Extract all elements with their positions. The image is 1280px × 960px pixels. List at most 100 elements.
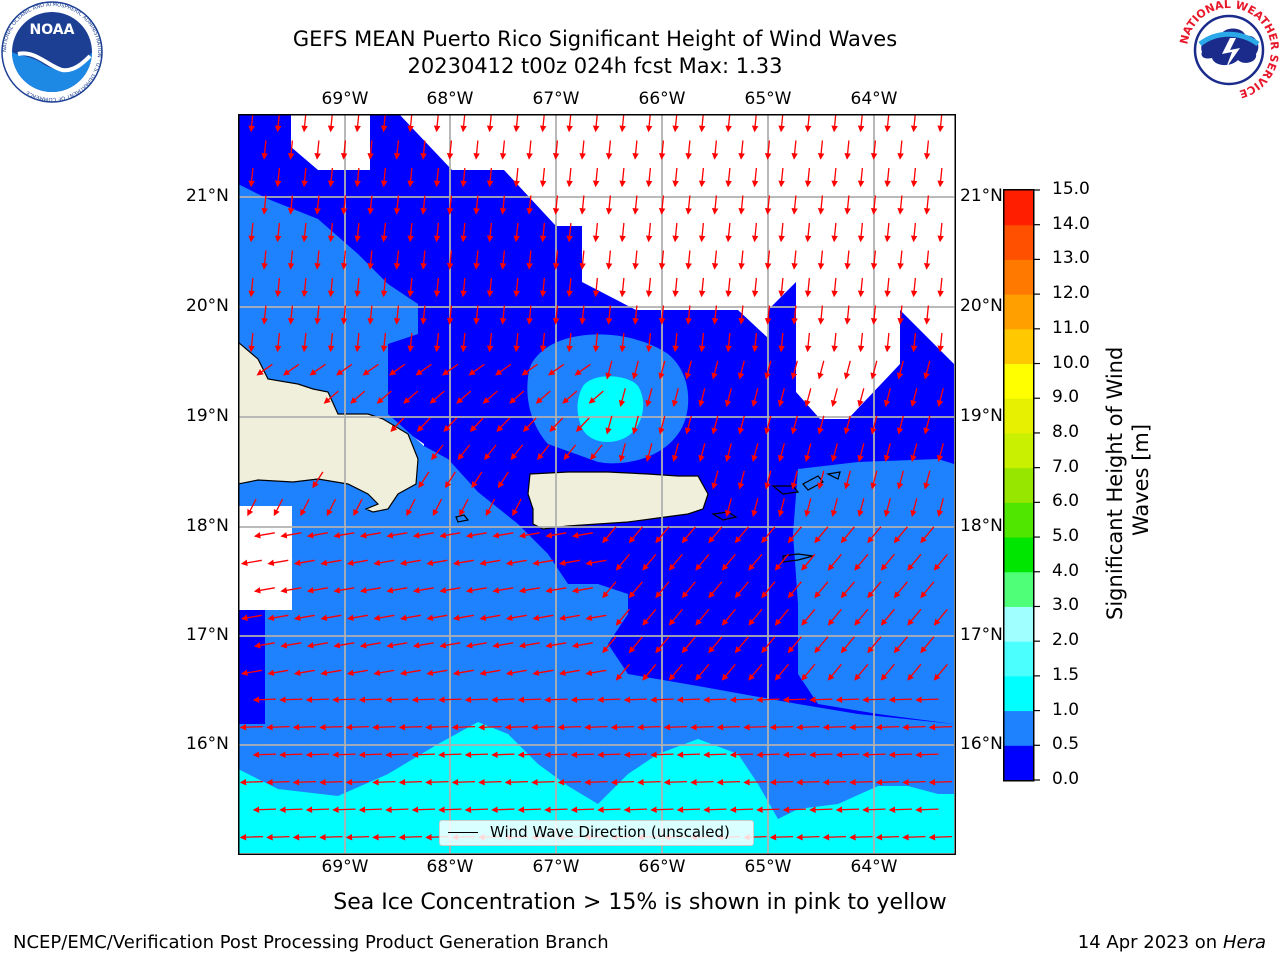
wind-arrow	[910, 115, 918, 133]
wind-arrow	[247, 498, 257, 517]
wind-arrow	[403, 390, 419, 404]
wind-arrow	[645, 222, 653, 243]
wind-arrow	[658, 140, 666, 160]
wind-arrow	[333, 587, 355, 594]
wind-arrow	[764, 305, 772, 325]
wind-arrow	[884, 167, 891, 188]
wind-arrow	[817, 250, 825, 270]
wind-arrow	[857, 443, 865, 462]
wind-arrow	[301, 167, 308, 188]
wind-arrow	[460, 332, 467, 353]
wind-arrow	[273, 498, 284, 517]
wind-arrow	[479, 559, 501, 567]
wind-arrow	[631, 415, 639, 435]
wind-arrow	[835, 696, 860, 703]
wind-arrow	[729, 696, 754, 703]
wind-arrow	[544, 806, 568, 813]
wind-arrow	[725, 167, 732, 188]
lat-label-right: 18°N	[960, 516, 1003, 536]
wind-arrow	[658, 250, 666, 270]
wind-arrow	[756, 696, 780, 703]
wind-arrow	[267, 614, 289, 622]
colorbar-band	[1004, 606, 1034, 642]
wind-arrow	[923, 305, 931, 325]
wind-arrow	[517, 806, 542, 813]
wind-arrow	[777, 443, 785, 462]
colorbar-tick-label: 12.0	[1052, 283, 1090, 304]
wind-arrow	[724, 388, 732, 407]
wind-arrow	[774, 608, 789, 626]
wind-arrow	[867, 526, 882, 544]
wind-arrow	[274, 332, 282, 353]
wind-arrow	[314, 140, 321, 160]
wind-arrow	[359, 642, 381, 649]
wind-arrow	[253, 642, 275, 649]
wind-arrow	[386, 642, 408, 649]
wind-arrow	[831, 222, 838, 243]
wind-arrow	[358, 696, 383, 703]
wind-arrow	[373, 559, 395, 567]
wind-arrow	[761, 581, 776, 599]
colorbar-tick-label: 2.0	[1052, 630, 1080, 651]
wind-arrow	[862, 806, 886, 813]
wind-arrow	[615, 553, 630, 571]
wind-arrow	[420, 195, 427, 215]
colorbar-band	[1004, 641, 1034, 677]
wind-arrow	[637, 778, 661, 786]
wind-arrow	[778, 222, 785, 243]
wind-arrow	[721, 663, 736, 681]
wind-arrow	[632, 140, 639, 160]
wind-arrow	[920, 581, 935, 599]
wind-arrow	[468, 363, 485, 376]
wind-arrow	[386, 532, 408, 539]
wind-arrow	[849, 723, 873, 731]
wave-band-1.0-1.5	[239, 722, 954, 853]
wind-arrow	[575, 417, 590, 432]
wind-arrow	[248, 277, 255, 298]
wind-arrow	[521, 363, 538, 376]
colorbar-band	[1004, 710, 1034, 746]
wind-arrow	[358, 751, 383, 758]
wind-arrow	[552, 195, 560, 215]
wind-arrow	[346, 559, 368, 567]
wind-arrow	[843, 415, 851, 435]
hispaniola-land	[239, 342, 419, 513]
wind-arrow	[743, 778, 767, 786]
wind-arrow	[280, 587, 302, 594]
wind-arrow	[615, 608, 630, 626]
map-legend: Wind Wave Direction (unscaled)	[439, 820, 754, 846]
wind-arrow	[840, 636, 855, 654]
wind-arrow	[398, 723, 423, 731]
wind-arrow	[910, 277, 918, 298]
wind-arrow	[880, 553, 895, 571]
wind-arrow	[566, 222, 573, 243]
wind-arrow	[716, 778, 741, 786]
wind-arrow	[817, 195, 825, 215]
wind-arrow	[513, 222, 520, 243]
wind-arrow	[897, 305, 904, 325]
wind-arrow	[738, 305, 745, 325]
wind-arrow	[756, 806, 780, 813]
wind-arrow	[354, 115, 361, 133]
wind-arrow	[937, 277, 944, 298]
wind-arrow	[896, 415, 904, 435]
wind-arrow	[748, 663, 763, 681]
wind-arrow	[724, 498, 732, 517]
wind-arrow	[756, 751, 780, 758]
wind-arrow	[857, 498, 865, 517]
wind-arrow	[619, 167, 626, 188]
wind-arrow	[279, 806, 303, 813]
wind-arrow	[571, 532, 593, 539]
wind-arrow	[570, 806, 595, 813]
wind-arrow	[790, 415, 798, 435]
wind-arrow	[907, 553, 922, 571]
wind-arrow	[672, 222, 679, 243]
wind-arrow	[698, 222, 706, 243]
wind-arrow	[491, 751, 515, 758]
wind-arrow	[380, 167, 388, 188]
wind-arrow	[650, 696, 674, 703]
wind-arrow	[738, 195, 745, 215]
wind-arrow	[685, 305, 692, 325]
wind-arrow	[407, 167, 414, 188]
wind-arrow	[579, 305, 586, 325]
